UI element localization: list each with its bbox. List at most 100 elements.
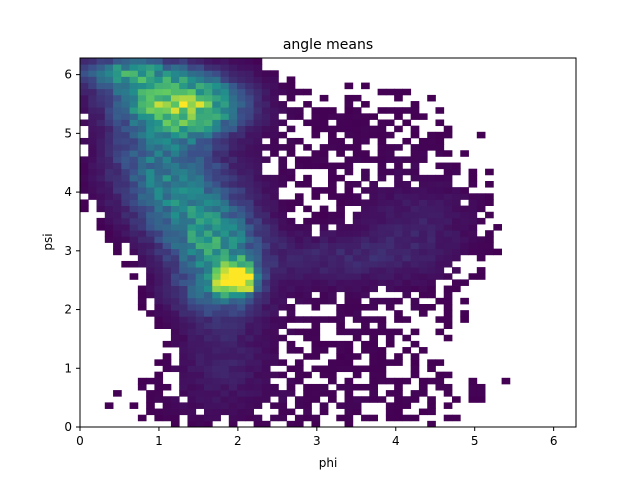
heatmap-cell (220, 199, 230, 206)
heatmap-cell (137, 248, 147, 256)
heatmap-cell (452, 205, 461, 213)
heatmap-cell (245, 107, 254, 114)
heatmap-cell (369, 217, 378, 225)
heatmap-cell (154, 113, 164, 120)
heatmap-cell (245, 334, 254, 342)
heatmap-cell (179, 113, 188, 120)
heatmap-cell (418, 254, 428, 262)
heatmap-cell (418, 390, 428, 397)
heatmap-cell (187, 365, 197, 373)
heatmap-cell (253, 414, 263, 422)
heatmap-cell (344, 119, 354, 127)
heatmap-cell (245, 328, 254, 336)
heatmap-cell (121, 199, 130, 206)
heatmap-cell (195, 107, 205, 114)
heatmap-cell (121, 144, 130, 151)
heatmap-cell (228, 211, 238, 219)
heatmap-cell (162, 254, 172, 262)
heatmap-cell (270, 260, 279, 268)
heatmap-cell (427, 137, 436, 145)
heatmap-cell (402, 217, 412, 225)
heatmap-cell (154, 205, 164, 213)
heatmap-cell (369, 199, 378, 206)
heatmap-cell (278, 242, 288, 250)
heatmap-cell (104, 181, 114, 188)
heatmap-cell (245, 174, 254, 182)
heatmap-cell (212, 334, 221, 342)
heatmap-cell (146, 94, 155, 102)
heatmap-cell (245, 236, 254, 243)
heatmap-cell (319, 285, 329, 293)
heatmap-cell (129, 113, 139, 120)
heatmap-cell (137, 304, 147, 311)
heatmap-cell (352, 304, 362, 311)
heatmap-cell (361, 101, 370, 108)
heatmap-cell (361, 125, 370, 133)
heatmap-cell (187, 181, 197, 188)
heatmap-cell (336, 347, 345, 354)
heatmap-cell (361, 291, 370, 299)
heatmap-cell (228, 137, 238, 145)
heatmap-cell (427, 377, 436, 385)
heatmap-cell (195, 150, 205, 157)
heatmap-cell (212, 316, 221, 323)
heatmap-cell (212, 144, 221, 151)
heatmap-cell (212, 236, 221, 243)
heatmap-cell (204, 224, 213, 231)
heatmap-cell (170, 211, 180, 219)
heatmap-cell (245, 254, 254, 262)
heatmap-cell (113, 107, 122, 114)
heatmap-cell (187, 359, 197, 366)
heatmap-cell (187, 125, 197, 133)
heatmap-cell (204, 334, 213, 342)
heatmap-cell (121, 64, 130, 71)
heatmap-cell (228, 279, 238, 286)
heatmap-cell (129, 144, 139, 151)
heatmap-cell (394, 254, 403, 262)
heatmap-cell (237, 297, 246, 305)
heatmap-cell (460, 217, 469, 225)
heatmap-cell (154, 82, 164, 90)
heatmap-cell (245, 217, 254, 225)
heatmap-cell (187, 273, 197, 280)
heatmap-cell (121, 101, 130, 108)
heatmap-cell (129, 162, 139, 170)
heatmap-cell (261, 230, 271, 237)
heatmap-cell (228, 94, 238, 102)
heatmap-cell (328, 242, 337, 250)
heatmap-cell (278, 291, 288, 299)
heatmap-cell (212, 181, 221, 188)
heatmap-cell (187, 340, 197, 348)
heatmap-cell (113, 64, 122, 71)
heatmap-cell (427, 260, 436, 268)
heatmap-cell (113, 101, 122, 108)
heatmap-cell (311, 334, 321, 342)
heatmap-cell (336, 242, 345, 250)
heatmap-cell (361, 273, 370, 280)
heatmap-cell (204, 408, 213, 416)
heatmap-cell (220, 193, 230, 200)
heatmap-cell (253, 187, 263, 194)
heatmap-cell (113, 217, 122, 225)
heatmap-cell (394, 328, 403, 336)
heatmap-cell (212, 58, 221, 65)
heatmap-cell (468, 205, 478, 213)
heatmap-cell (228, 205, 238, 213)
heatmap-cell (170, 340, 180, 348)
heatmap-cell (452, 396, 461, 403)
heatmap-cell (237, 310, 246, 317)
heatmap-cell (80, 107, 89, 114)
heatmap-cell (294, 224, 304, 231)
heatmap-cell (154, 199, 164, 206)
heatmap-cell (154, 377, 164, 385)
heatmap-cell (261, 383, 271, 391)
heatmap-cell (146, 168, 155, 176)
heatmap-cell (443, 162, 453, 170)
heatmap-cell (187, 187, 197, 194)
heatmap-cell (146, 199, 155, 206)
heatmap-cell (410, 131, 420, 139)
heatmap-cell (410, 101, 420, 108)
heatmap-cell (146, 58, 155, 65)
heatmap-cell (80, 58, 89, 65)
heatmap-cell (237, 168, 246, 176)
